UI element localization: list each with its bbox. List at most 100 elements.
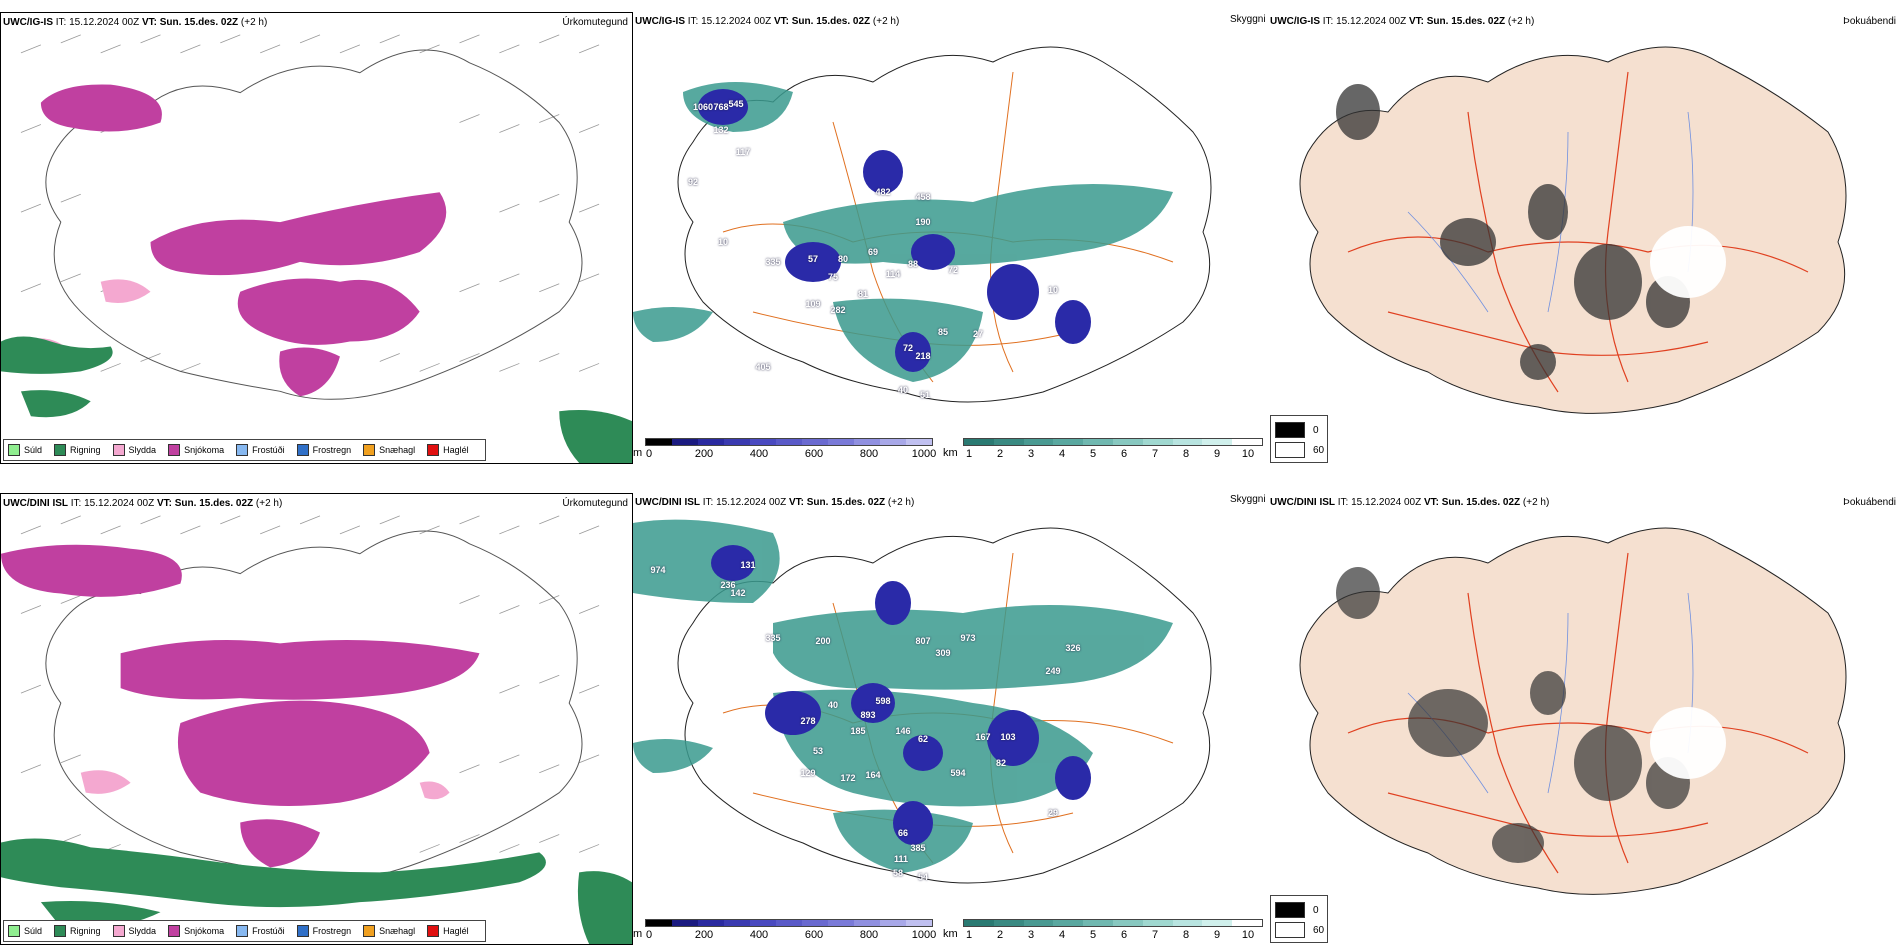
visibility-value-label: 85 bbox=[937, 327, 949, 337]
colorbar-tick: 400 bbox=[749, 929, 769, 941]
visibility-value-label: 405 bbox=[755, 362, 771, 372]
visibility-value-label: 109 bbox=[805, 299, 821, 309]
visibility-value-label: 29 bbox=[1047, 808, 1059, 818]
legend-label: Haglél bbox=[443, 445, 469, 455]
legend-swatch bbox=[8, 925, 20, 937]
colorbar-tick: 8 bbox=[1182, 929, 1190, 941]
visibility-value-label: 335 bbox=[765, 633, 781, 643]
visibility-value-label: 335 bbox=[765, 257, 781, 267]
colorbar-tick: 10 bbox=[1241, 929, 1255, 941]
legend-swatch bbox=[8, 444, 20, 456]
visibility-value-label: 185 bbox=[850, 726, 866, 736]
visibility-value-label: 72 bbox=[947, 265, 959, 275]
visibility-value-label: 167 bbox=[975, 732, 991, 742]
visibility-value-label: 768 bbox=[713, 102, 729, 112]
legend-label: Rigning bbox=[70, 926, 101, 936]
visibility-panel-row2: UWC/DINI ISL IT: 15.12.2024 00Z VT: Sun.… bbox=[633, 493, 1268, 945]
legend-swatch bbox=[296, 925, 309, 937]
colorbar-tick: 800 bbox=[859, 929, 879, 941]
colorbar-tick: 3 bbox=[1027, 929, 1035, 941]
panel-header: UWC/IG-IS IT: 15.12.2024 00Z VT: Sun. 15… bbox=[635, 16, 900, 27]
legend-item: Súld bbox=[8, 444, 42, 456]
fog-panel-row1: UWC/IG-IS IT: 15.12.2024 00Z VT: Sun. 15… bbox=[1268, 12, 1900, 464]
visibility-value-label: 40 bbox=[897, 385, 909, 395]
fog-legend-row2: 0 60 bbox=[1270, 895, 1328, 943]
colorbar-tick: 2 bbox=[996, 929, 1004, 941]
visibility-value-label: 54 bbox=[917, 872, 929, 882]
visibility-value-label: 146 bbox=[895, 726, 911, 736]
legend-item: Snjókoma bbox=[168, 925, 224, 937]
colorbar-tick: 1000 bbox=[911, 929, 937, 941]
visibility-value-label: 594 bbox=[950, 768, 966, 778]
panel-header: UWC/DINI ISL IT: 15.12.2024 00Z VT: Sun.… bbox=[1270, 497, 1550, 508]
legend-swatch bbox=[54, 925, 67, 937]
legend-swatch bbox=[296, 444, 309, 456]
visibility-value-label: 111 bbox=[893, 854, 909, 864]
visibility-value-label: 807 bbox=[915, 636, 931, 646]
legend-item: Frostregn bbox=[296, 444, 351, 456]
fog-panel-row2: UWC/DINI ISL IT: 15.12.2024 00Z VT: Sun.… bbox=[1268, 493, 1900, 945]
visibility-value-label: 326 bbox=[1065, 643, 1081, 653]
visibility-value-label: 57 bbox=[807, 254, 819, 264]
visibility-value-label: 131 bbox=[740, 560, 756, 570]
visibility-value-label: 40 bbox=[827, 700, 839, 710]
visibility-value-label: 598 bbox=[875, 696, 891, 706]
legend-label: Súld bbox=[24, 445, 43, 455]
legend-label: Rigning bbox=[70, 445, 101, 455]
panel-title: Úrkomutegund bbox=[562, 17, 628, 28]
visibility-value-label: 278 bbox=[800, 716, 816, 726]
visibility-value-label: 66 bbox=[897, 828, 909, 838]
visibility-value-label: 62 bbox=[917, 734, 929, 744]
colorbar-tick: 2 bbox=[996, 448, 1004, 460]
colorbar-tick: 0 bbox=[645, 929, 653, 941]
precip-panel-row1: UWC/IG-IS IT: 15.12.2024 00Z VT: Sun. 15… bbox=[0, 12, 633, 464]
precip-panel-row2: UWC/DINI ISL IT: 15.12.2024 00Z VT: Sun.… bbox=[0, 493, 633, 945]
colorbar-km: km 1 2 3 4 5 6 7 8 9 10 bbox=[943, 919, 1263, 945]
legend-swatch bbox=[363, 925, 376, 937]
legend-item: Slydda bbox=[112, 925, 156, 937]
precip-map bbox=[1, 515, 632, 944]
panel-title-visibility: Skyggni bbox=[1230, 14, 1266, 25]
colorbar-tick: 4 bbox=[1058, 929, 1066, 941]
legend-item: Snæhagl bbox=[363, 444, 415, 456]
visibility-value-label: 545 bbox=[728, 99, 744, 109]
visibility-value-label: 236 bbox=[720, 580, 736, 590]
legend-item: Frostregn bbox=[296, 925, 351, 937]
colorbar-m: m 0 200 400 600 800 1000 bbox=[633, 919, 937, 945]
panel-title: Þokuábendi bbox=[1843, 497, 1896, 508]
visibility-value-label: 458 bbox=[915, 192, 931, 202]
legend-label: Snæhagl bbox=[379, 926, 416, 936]
legend-item: Snjókoma bbox=[168, 444, 224, 456]
visibility-value-label: 482 bbox=[875, 187, 891, 197]
colorbar-tick: 10 bbox=[1241, 448, 1255, 460]
colorbar-tick: 6 bbox=[1120, 448, 1128, 460]
legend-label: Snjókoma bbox=[184, 926, 225, 936]
colorbar-tick: 600 bbox=[804, 929, 824, 941]
colorbar-tick: 7 bbox=[1151, 448, 1159, 460]
legend-swatch bbox=[112, 444, 125, 456]
visibility-value-label: 82 bbox=[995, 758, 1007, 768]
legend-item: Haglél bbox=[427, 925, 469, 937]
visibility-value-label: 10 bbox=[1047, 285, 1059, 295]
legend-label: Frostúði bbox=[252, 926, 285, 936]
legend-label: Snjókoma bbox=[184, 445, 225, 455]
visibility-map bbox=[633, 519, 1212, 884]
legend-swatch bbox=[112, 925, 125, 937]
visibility-value-label: 53 bbox=[812, 746, 824, 756]
colorbar-tick: 5 bbox=[1089, 448, 1097, 460]
legend-item: Snæhagl bbox=[363, 925, 415, 937]
visibility-value-label: 249 bbox=[1045, 666, 1061, 676]
panel-title: Úrkomutegund bbox=[562, 498, 628, 509]
colorbar-tick: 7 bbox=[1151, 929, 1159, 941]
visibility-value-label: 103 bbox=[1000, 732, 1016, 742]
visibility-value-label: 114 bbox=[885, 269, 901, 279]
colorbar-tick: 8 bbox=[1182, 448, 1190, 460]
visibility-value-label: 974 bbox=[650, 565, 666, 575]
colorbar-tick: 3 bbox=[1027, 448, 1035, 460]
visibility-value-label: 92 bbox=[687, 177, 699, 187]
legend-item: Slydda bbox=[112, 444, 156, 456]
visibility-value-label: 132 bbox=[713, 125, 729, 135]
legend-item: Súld bbox=[8, 925, 42, 937]
colorbar-tick: 1 bbox=[965, 929, 973, 941]
legend-label: Snæhagl bbox=[379, 445, 416, 455]
